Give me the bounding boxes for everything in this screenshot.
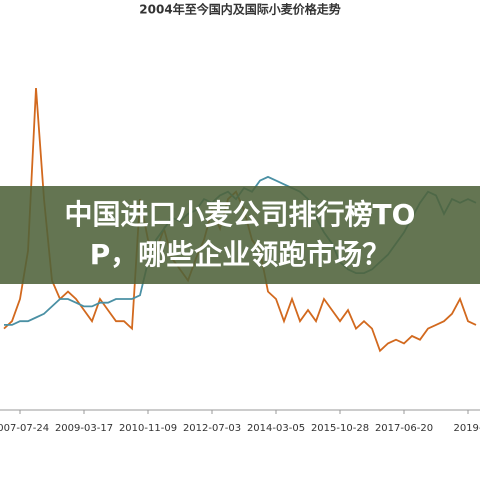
x-tick-label: 2017-06-20: [375, 423, 433, 434]
x-tick-label: 2007-07-24: [0, 423, 49, 434]
x-tick-label: 2014-03-05: [247, 423, 305, 434]
banner: 中国进口小麦公司排行榜TOP，哪些企业领跑市场？: [0, 186, 480, 284]
x-tick-label: 2019-: [453, 423, 480, 434]
x-tick-label: 2009-03-17: [55, 423, 113, 434]
x-tick-label: 2012-07-03: [183, 423, 241, 434]
x-tick-label: 2010-11-09: [119, 423, 177, 434]
x-tick-label: 2015-10-28: [311, 423, 369, 434]
banner-text: 中国进口小麦公司排行榜TOP，哪些企业领跑市场？: [64, 198, 416, 271]
chart-title: 2004年至今国内及国际小麦价格走势: [139, 2, 340, 17]
